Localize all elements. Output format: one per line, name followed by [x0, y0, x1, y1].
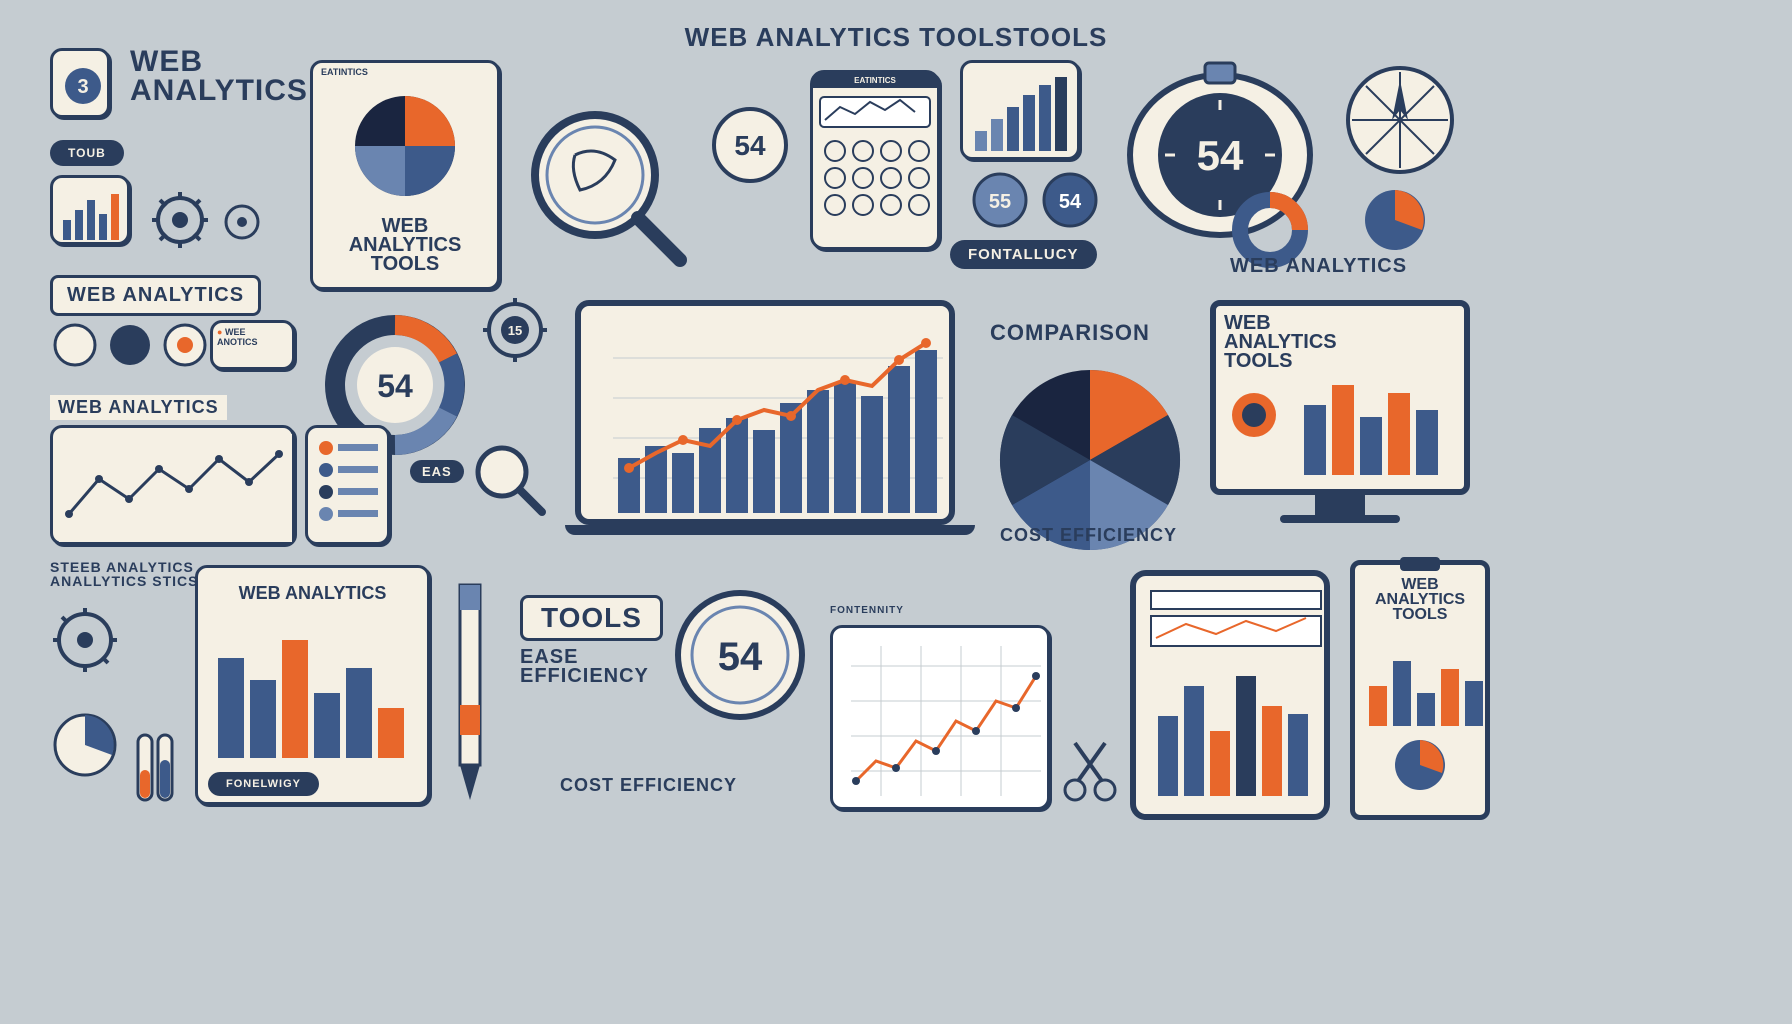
title-web-analytics-tl: WEB ANALYTICS: [130, 48, 330, 105]
svg-text:15: 15: [508, 323, 522, 338]
badge-55: 55: [970, 170, 1030, 230]
label-web-analytics-sm: WEB ANALYTICS: [50, 395, 227, 420]
tablet-display: [1130, 570, 1330, 820]
pencil-icon: [450, 575, 490, 815]
badge-54-circle: 54: [710, 105, 790, 185]
pill-toub: TOUB: [50, 140, 124, 166]
label-web-analytics-r: WEB ANALYTICS: [1230, 255, 1407, 278]
label-cost-efficiency-2: COST EFFICIENCY: [560, 775, 737, 796]
pie-chart-card: [345, 86, 465, 206]
gear-icon-2: [220, 200, 265, 245]
mini-pie-bl: [50, 710, 120, 780]
bottom-line-chart: [830, 625, 1050, 810]
gear-icon-center: 15: [480, 295, 550, 365]
badge-top-left: 3: [50, 48, 110, 118]
monitor-display: WEBANALYTICSTOOLS: [1210, 300, 1470, 530]
label-comparison: COMPARISON: [990, 320, 1150, 346]
small-magnifier-icon: [470, 440, 550, 520]
calculator: EATINTICS: [810, 70, 940, 250]
gear-icon-bl: [50, 605, 120, 675]
infographic-canvas: WEB ANALYTICS TOOLSTOOLS WEB ANALYTICS 3…: [30, 30, 1762, 994]
svg-text:54: 54: [718, 635, 763, 679]
laptop-chart: [575, 300, 965, 560]
pill-eas: EAS: [410, 460, 464, 483]
card-title-tools: WEBANALYTICSTOOLS: [313, 211, 497, 280]
label-cost-efficiency: COST EFFICIENCY: [1000, 525, 1177, 546]
bar-card-bl: WEB ANALYTICS FONELWIGY: [195, 565, 430, 805]
svg-text:54: 54: [734, 130, 766, 161]
label-steeb: STEEB ANALYTICS ANALLYTICS STICS: [50, 560, 199, 588]
badge-54-big: 54: [670, 585, 810, 725]
svg-text:3: 3: [77, 76, 88, 98]
test-tube-icon: [130, 730, 180, 810]
svg-text:54: 54: [1197, 132, 1244, 179]
mini-pie-tr: [1360, 185, 1430, 255]
scissors-icon: [1060, 735, 1120, 805]
magnifying-glass-icon: [520, 100, 690, 270]
compass-icon: [1340, 60, 1460, 180]
pill-web-analytics: WEB ANALYTICS: [50, 275, 261, 316]
legend-card: [305, 425, 390, 545]
badge-54-blue: 54: [1040, 170, 1100, 230]
label-tools: TOOLS: [520, 595, 663, 641]
label-fontennity: FONTENNITY: [830, 605, 904, 616]
svg-text:55: 55: [989, 191, 1011, 213]
pill-fontallucy: FONTALLUCY: [950, 240, 1097, 269]
mini-bar-card-tr: [960, 60, 1080, 160]
mini-bar-card-tl: [50, 175, 130, 245]
gear-icon: [150, 190, 210, 250]
label-ease-efficiency: EASEEFFICIENCY: [520, 648, 649, 686]
card-wee-anotics: ● WEE ANOTICS: [210, 320, 295, 370]
svg-text:54: 54: [1059, 191, 1082, 213]
card-tools-pie: EATINTICS WEBANALYTICSTOOLS: [310, 60, 500, 290]
line-chart-panel: [50, 425, 295, 545]
clipboard-display: WEBANALYTICSTOOLS: [1350, 560, 1490, 820]
svg-text:54: 54: [377, 368, 413, 404]
header-title: WEB ANALYTICS TOOLSTOOLS: [685, 22, 1108, 53]
